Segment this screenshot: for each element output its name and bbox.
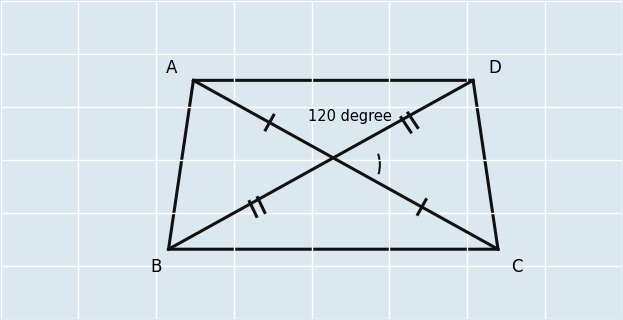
Text: A: A — [166, 59, 178, 76]
Text: C: C — [511, 258, 522, 276]
Text: B: B — [150, 258, 162, 276]
Text: 120 degree: 120 degree — [308, 109, 392, 124]
Text: D: D — [488, 59, 502, 76]
